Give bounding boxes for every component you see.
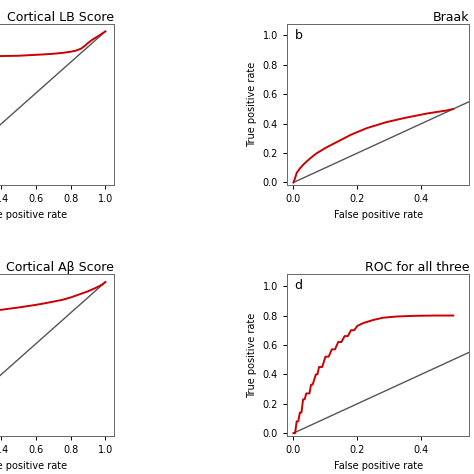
X-axis label: False positive rate: False positive rate <box>0 461 67 471</box>
Y-axis label: True positive rate: True positive rate <box>247 62 257 147</box>
Text: Cortical Aβ Score: Cortical Aβ Score <box>6 261 114 274</box>
Text: d: d <box>294 279 302 292</box>
X-axis label: False positive rate: False positive rate <box>334 210 423 220</box>
Text: b: b <box>294 28 302 42</box>
X-axis label: False positive rate: False positive rate <box>0 210 67 220</box>
Text: Cortical LB Score: Cortical LB Score <box>7 11 114 24</box>
X-axis label: False positive rate: False positive rate <box>334 461 423 471</box>
Y-axis label: True positive rate: True positive rate <box>247 312 257 398</box>
Text: Braak: Braak <box>433 11 469 24</box>
Text: ROC for all three: ROC for all three <box>365 261 469 274</box>
